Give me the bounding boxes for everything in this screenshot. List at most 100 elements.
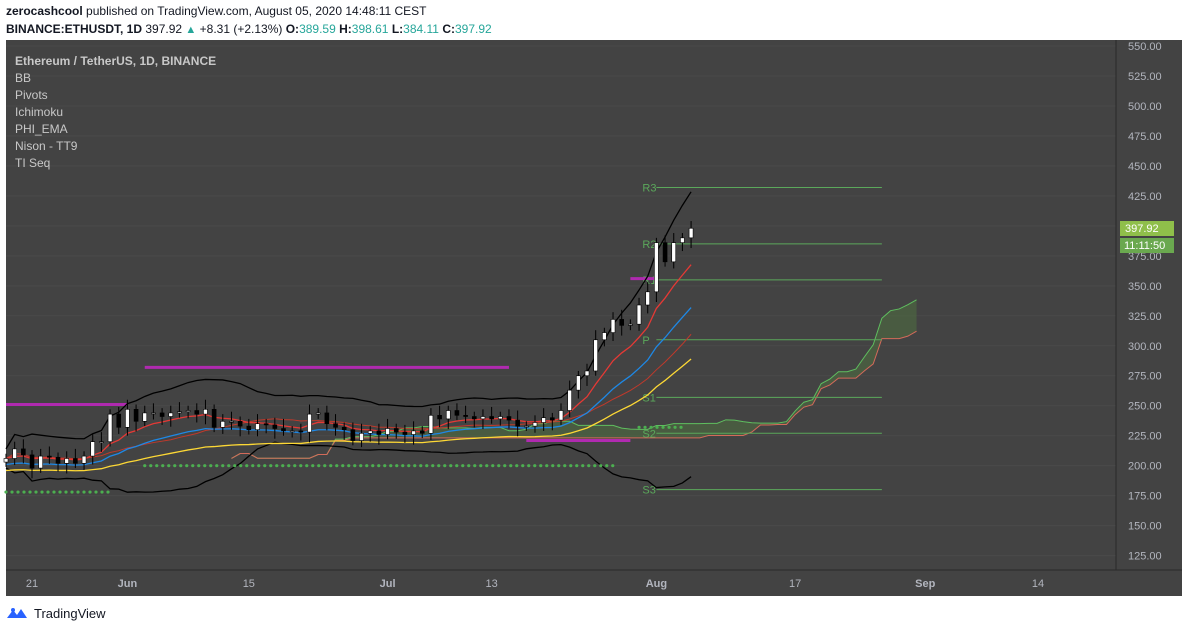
support-dot xyxy=(34,490,38,494)
support-dot xyxy=(203,464,207,468)
support-dot xyxy=(143,464,147,468)
support-dot xyxy=(52,490,56,494)
candle-up xyxy=(315,412,321,415)
price-tick-label: 425.00 xyxy=(1128,191,1162,203)
pivot-label-r3: R3 xyxy=(642,182,656,194)
legend-study-pivots[interactable]: Pivots xyxy=(15,88,48,102)
candle-down xyxy=(515,419,520,427)
candle-up xyxy=(203,409,208,415)
support-dot xyxy=(533,464,537,468)
candle-down xyxy=(463,415,468,417)
support-dot xyxy=(4,490,8,494)
high-label: H: xyxy=(339,22,352,36)
candle-up xyxy=(480,416,486,420)
chart-background xyxy=(6,40,1182,596)
price-tick-label: 475.00 xyxy=(1128,131,1162,143)
support-dot xyxy=(401,464,405,468)
support-dot xyxy=(521,464,525,468)
close-value: 397.92 xyxy=(454,22,492,36)
candle-up xyxy=(151,412,156,415)
candle-up xyxy=(628,323,633,326)
time-axis-labels: 21 Jun 15 Jul 13 Aug 17 Sep 14 xyxy=(26,578,1044,590)
candle-up xyxy=(688,227,694,239)
high-value: 398.61 xyxy=(351,22,389,36)
support-dot xyxy=(329,464,333,468)
candle-down xyxy=(281,428,286,432)
support-dot xyxy=(251,464,255,468)
support-dot xyxy=(227,464,231,468)
support-dot xyxy=(179,464,183,468)
support-dot xyxy=(257,464,261,468)
support-dot xyxy=(221,464,225,468)
support-dot xyxy=(437,464,441,468)
legend-study-phi-ema[interactable]: PHI_EMA xyxy=(15,122,68,136)
candle-up xyxy=(593,339,598,372)
support-dot xyxy=(637,425,641,429)
legend-study-ti-seq[interactable]: TI Seq xyxy=(15,156,50,170)
candle-down xyxy=(489,416,494,420)
time-tick-label: Jun xyxy=(118,578,138,590)
support-dot xyxy=(527,464,531,468)
support-dot xyxy=(185,464,189,468)
support-dot xyxy=(317,464,321,468)
support-dot xyxy=(239,464,243,468)
support-dot xyxy=(611,464,615,468)
candle-up xyxy=(524,425,529,428)
price-tick-label: 150.00 xyxy=(1128,521,1162,533)
candle-up xyxy=(185,410,191,413)
candle-up xyxy=(558,410,564,421)
candle-down xyxy=(237,421,243,427)
ema-fast xyxy=(5,264,692,461)
support-dot xyxy=(287,464,291,468)
candle-down xyxy=(194,410,200,415)
candle-down xyxy=(437,415,442,420)
candle-up xyxy=(411,430,416,435)
legend-study-ichimoku[interactable]: Ichimoku xyxy=(15,105,63,119)
support-dot xyxy=(293,464,297,468)
ichimoku-cloud-layer xyxy=(231,299,917,459)
candle-up xyxy=(220,421,226,428)
candle-down xyxy=(333,423,338,428)
support-dot xyxy=(209,464,213,468)
support-dot xyxy=(443,464,447,468)
support-dot xyxy=(40,490,44,494)
candle-up xyxy=(289,430,295,433)
candle-up xyxy=(428,415,434,434)
support-dot xyxy=(215,464,219,468)
low-label: L: xyxy=(391,22,404,36)
support-dot xyxy=(661,425,665,429)
legend-title[interactable]: Ethereum / TetherUS, 1D, BINANCE xyxy=(15,54,216,68)
candle-up xyxy=(385,428,390,435)
time-axis-panel[interactable] xyxy=(6,570,1182,596)
author-name[interactable]: zerocashcool xyxy=(6,4,83,18)
support-dot xyxy=(643,425,647,429)
price-tick-label: 125.00 xyxy=(1128,551,1162,563)
legend-study-bb[interactable]: BB xyxy=(15,71,31,85)
support-dot xyxy=(497,464,501,468)
time-tick-label: Sep xyxy=(915,578,935,590)
support-dot xyxy=(539,464,543,468)
legend-study-nison[interactable]: Nison - TT9 xyxy=(15,139,78,153)
price-axis-panel[interactable] xyxy=(1116,40,1182,570)
candle-up xyxy=(497,416,503,420)
pivot-label-r2: R2 xyxy=(642,239,656,251)
pivot-label-s1: S1 xyxy=(642,392,655,404)
support-dot xyxy=(377,464,381,468)
price-tick-label: 525.00 xyxy=(1128,71,1162,83)
support-dot xyxy=(431,464,435,468)
price-tick-label: 275.00 xyxy=(1128,371,1162,383)
support-dot xyxy=(16,490,20,494)
countdown-badge xyxy=(1120,238,1174,253)
support-dot xyxy=(515,464,519,468)
support-dot xyxy=(335,464,339,468)
tradingview-footer[interactable]: TradingView xyxy=(6,604,106,622)
publish-info: zerocashcool published on TradingView.co… xyxy=(6,4,427,18)
candle-down xyxy=(324,412,330,425)
support-dot xyxy=(673,425,677,429)
support-dot xyxy=(46,490,50,494)
support-dot xyxy=(245,464,249,468)
support-dot xyxy=(593,464,597,468)
support-dot xyxy=(161,464,165,468)
pivot-label-s3: S3 xyxy=(642,485,655,497)
